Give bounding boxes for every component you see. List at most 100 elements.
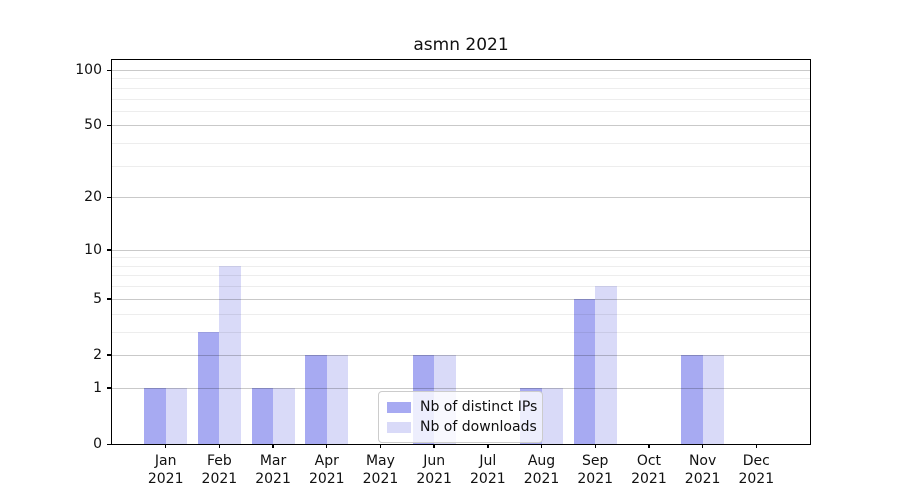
gridline-minor-3 bbox=[112, 331, 810, 333]
gridline-minor-40 bbox=[112, 143, 810, 145]
x-tick-label-year: 2021 bbox=[523, 471, 560, 487]
bar-distinct-ips bbox=[305, 354, 327, 444]
bar-downloads bbox=[702, 354, 725, 444]
x-tick-label-year: 2021 bbox=[201, 471, 238, 487]
x-tick-mark-dec bbox=[755, 444, 757, 448]
x-tick-label-month: Sep bbox=[582, 453, 609, 469]
gridline-major-1 bbox=[112, 387, 810, 389]
x-tick-label-month: Apr bbox=[314, 453, 339, 469]
x-tick-mark-jan bbox=[164, 444, 167, 448]
x-tick-mark-may bbox=[379, 444, 382, 448]
x-tick-label-sep: Sep 2021 bbox=[563, 452, 627, 488]
bar-downloads bbox=[326, 354, 349, 444]
legend-item-downloads: Nb of downloads bbox=[379, 417, 542, 437]
x-tick-label-year: 2021 bbox=[416, 471, 452, 487]
x-tick-mark-jul bbox=[487, 444, 489, 448]
y-tick-label-20: 20 bbox=[84, 189, 102, 206]
legend-item-distinct-ips: Nb of distinct IPs bbox=[379, 397, 542, 417]
gridline-minor-70 bbox=[112, 98, 810, 100]
y-tick-label-10: 10 bbox=[84, 241, 102, 258]
x-tick-label-year: 2021 bbox=[362, 471, 399, 487]
gridline-minor-8 bbox=[112, 265, 810, 267]
legend: Nb of distinct IPs Nb of downloads bbox=[378, 391, 543, 443]
plot-area: Nb of distinct IPs Nb of downloads bbox=[111, 59, 811, 445]
y-tick-mark-100 bbox=[107, 69, 111, 71]
x-tick-label-month: Jan bbox=[154, 453, 177, 469]
bar-distinct-ips bbox=[573, 298, 596, 444]
x-tick-label-year: 2021 bbox=[684, 471, 721, 487]
x-tick-label-month: Jul bbox=[479, 453, 497, 469]
bar-downloads bbox=[165, 387, 188, 444]
bar-downloads bbox=[595, 286, 617, 444]
x-tick-label-month: Mar bbox=[259, 453, 287, 469]
gridline-major-100 bbox=[112, 70, 810, 71]
y-tick-mark-20 bbox=[107, 196, 111, 199]
bar-distinct-ips bbox=[144, 387, 166, 444]
gridline-major-2 bbox=[112, 354, 810, 356]
x-tick-label-aug: Aug 2021 bbox=[510, 452, 574, 488]
gridline-major-50 bbox=[112, 125, 810, 127]
y-tick-mark-1 bbox=[107, 387, 111, 389]
gridline-major-20 bbox=[112, 197, 810, 199]
x-tick-label-dec: Dec 2021 bbox=[724, 452, 788, 488]
y-tick-mark-10 bbox=[107, 249, 111, 251]
x-tick-mark-oct bbox=[648, 444, 650, 448]
gridline-minor-6 bbox=[112, 286, 810, 288]
x-tick-label-nov: Nov 2021 bbox=[671, 452, 735, 488]
x-tick-mark-jun bbox=[433, 444, 435, 448]
x-tick-mark-apr bbox=[326, 444, 328, 448]
x-tick-label-month: Oct bbox=[636, 453, 662, 469]
gridline-minor-80 bbox=[112, 87, 810, 89]
x-tick-mark-sep bbox=[594, 444, 596, 448]
x-tick-mark-aug bbox=[540, 444, 543, 448]
x-tick-mark-nov bbox=[701, 444, 704, 448]
y-tick-mark-0 bbox=[107, 443, 111, 445]
x-tick-label-month: Dec bbox=[742, 453, 770, 469]
y-tick-mark-2 bbox=[107, 354, 111, 356]
gridline-minor-60 bbox=[112, 110, 810, 112]
x-tick-label-jan: Jan 2021 bbox=[134, 452, 198, 488]
legend-swatch-distinct-ips bbox=[387, 401, 411, 413]
x-tick-label-month: Nov bbox=[688, 453, 717, 469]
gridline-major-5 bbox=[112, 298, 810, 300]
x-tick-label-year: 2021 bbox=[147, 471, 184, 487]
x-tick-label-oct: Oct 2021 bbox=[617, 452, 681, 488]
y-tick-mark-50 bbox=[107, 124, 111, 127]
legend-label-downloads: Nb of downloads bbox=[420, 419, 537, 435]
x-tick-label-month: Feb bbox=[206, 453, 232, 469]
x-tick-label-year: 2021 bbox=[255, 471, 291, 487]
bar-distinct-ips bbox=[197, 331, 220, 444]
y-tick-mark-5 bbox=[107, 298, 111, 300]
y-tick-label-0: 0 bbox=[93, 436, 102, 452]
x-tick-label-jun: Jun 2021 bbox=[402, 452, 466, 488]
x-tick-label-jul: Jul 2021 bbox=[456, 452, 520, 488]
bar-distinct-ips bbox=[681, 354, 703, 444]
y-tick-label-100: 100 bbox=[75, 62, 102, 78]
x-tick-label-month: May bbox=[365, 453, 395, 469]
x-tick-label-year: 2021 bbox=[631, 471, 667, 487]
gridline-minor-90 bbox=[112, 78, 810, 80]
x-tick-mark-mar bbox=[272, 444, 274, 448]
legend-swatch-downloads bbox=[387, 421, 411, 433]
x-tick-label-month: Aug bbox=[527, 453, 556, 469]
x-tick-label-mar: Mar 2021 bbox=[241, 452, 305, 488]
x-tick-label-year: 2021 bbox=[738, 471, 775, 487]
bar-downloads bbox=[219, 265, 241, 444]
gridline-minor-30 bbox=[112, 165, 810, 167]
gridline-major-10 bbox=[112, 249, 810, 251]
y-tick-label-1: 1 bbox=[93, 379, 102, 396]
x-tick-label-feb: Feb 2021 bbox=[187, 452, 251, 488]
legend-label-distinct-ips: Nb of distinct IPs bbox=[420, 399, 538, 415]
y-tick-label-5: 5 bbox=[93, 290, 102, 307]
x-tick-mark-feb bbox=[218, 444, 221, 448]
x-tick-label-year: 2021 bbox=[308, 471, 345, 487]
chart-title: asmn 2021 bbox=[413, 35, 509, 55]
bar-downloads bbox=[541, 387, 564, 444]
gridline-minor-9 bbox=[112, 257, 810, 259]
y-tick-label-50: 50 bbox=[84, 117, 102, 134]
bar-downloads bbox=[273, 387, 295, 444]
x-tick-label-year: 2021 bbox=[577, 471, 614, 487]
x-tick-label-apr: Apr 2021 bbox=[295, 452, 359, 488]
y-tick-label-2: 2 bbox=[93, 346, 102, 363]
